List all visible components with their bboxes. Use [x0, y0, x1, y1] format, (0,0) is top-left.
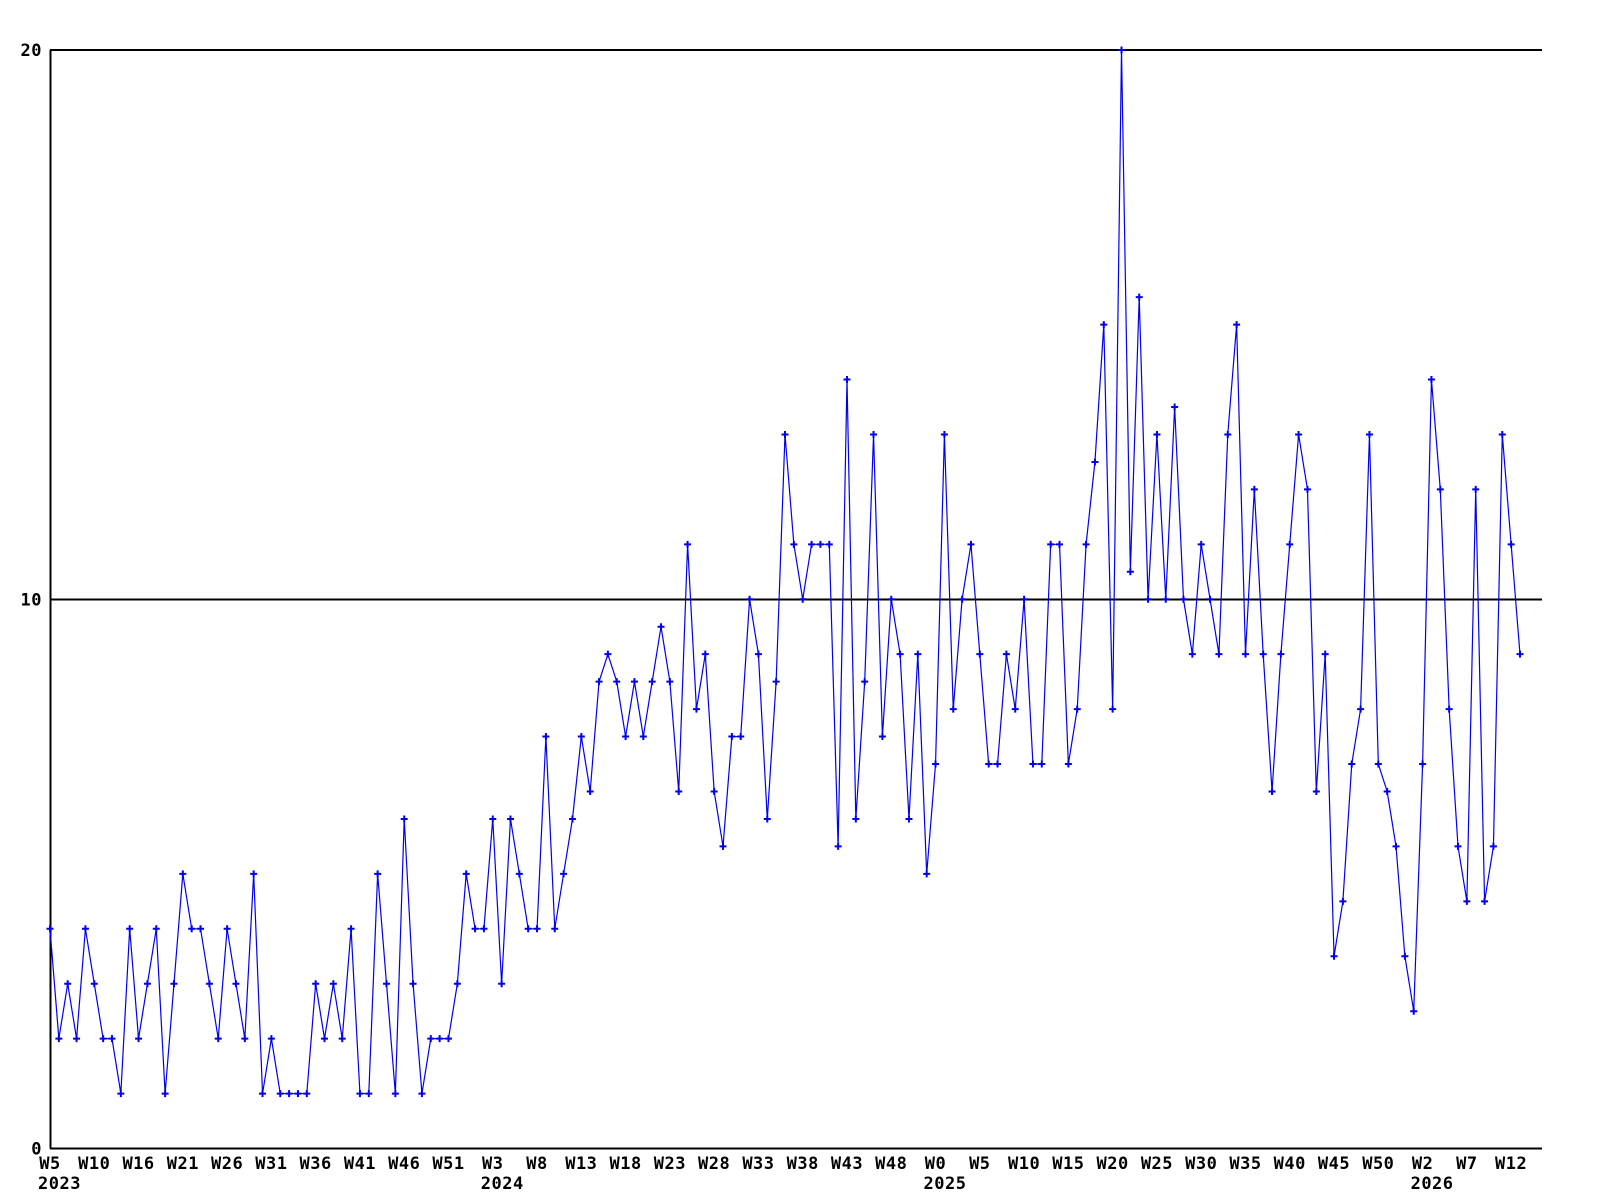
- x-axis-week-label: W10: [1008, 1154, 1040, 1174]
- y-axis-tick-label: 20: [21, 41, 42, 61]
- x-axis-week-label: W28: [698, 1154, 730, 1174]
- x-axis-week-label: W35: [1229, 1154, 1261, 1174]
- x-axis-week-label: W0: [925, 1154, 946, 1174]
- y-axis-tick-label: 0: [31, 1140, 42, 1160]
- x-axis-week-label: W25: [1141, 1154, 1173, 1174]
- x-axis-year-label: 2025: [924, 1174, 967, 1194]
- x-axis-week-label: W23: [654, 1154, 686, 1174]
- x-axis-week-label: W41: [344, 1154, 376, 1174]
- x-axis-week-label: W13: [565, 1154, 597, 1174]
- x-axis-week-label: W48: [875, 1154, 907, 1174]
- x-axis-week-label: W16: [122, 1154, 154, 1174]
- x-axis-week-label: W38: [787, 1154, 819, 1174]
- x-axis-week-label: W31: [255, 1154, 287, 1174]
- x-axis-week-label: W26: [211, 1154, 243, 1174]
- x-axis-week-label: W20: [1097, 1154, 1129, 1174]
- x-axis-week-label: W18: [609, 1154, 641, 1174]
- x-axis-week-label: W33: [742, 1154, 774, 1174]
- x-axis-week-label: W15: [1052, 1154, 1084, 1174]
- x-axis-week-label: W5: [969, 1154, 990, 1174]
- x-axis-week-label: W45: [1318, 1154, 1350, 1174]
- x-axis-week-label: W43: [831, 1154, 863, 1174]
- x-axis-week-label: W40: [1274, 1154, 1306, 1174]
- x-axis-week-label: W12: [1495, 1154, 1527, 1174]
- x-axis-year-label: 2024: [481, 1174, 524, 1194]
- y-axis-tick-label: 10: [21, 590, 42, 610]
- x-axis-week-label: W30: [1185, 1154, 1217, 1174]
- x-axis-week-label: W51: [432, 1154, 464, 1174]
- x-axis-year-label: 2023: [38, 1174, 81, 1194]
- x-axis-week-label: W2: [1412, 1154, 1433, 1174]
- x-axis-week-label: W8: [526, 1154, 547, 1174]
- x-axis-week-label: W36: [300, 1154, 332, 1174]
- x-axis-week-label: W50: [1362, 1154, 1394, 1174]
- x-axis-year-label: 2026: [1411, 1174, 1454, 1194]
- x-axis-week-label: W10: [78, 1154, 110, 1174]
- x-axis-week-label: W5: [39, 1154, 60, 1174]
- x-axis-week-label: W21: [167, 1154, 199, 1174]
- data-point-markers: [46, 46, 1524, 1098]
- x-axis-week-label: W7: [1456, 1154, 1477, 1174]
- x-axis-week-label: W46: [388, 1154, 420, 1174]
- x-axis-week-label: W3: [482, 1154, 503, 1174]
